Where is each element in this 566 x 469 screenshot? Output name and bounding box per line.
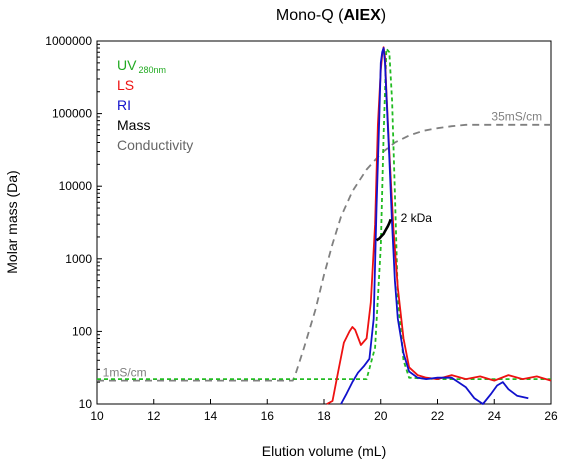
annotation-layer: 35mS/cm 1mS/cm 2 kDa <box>103 110 542 380</box>
ticks-layer: 10 12 14 16 18 20 22 24 26 10 100 1000 10000 100000 10… <box>45 34 558 423</box>
x-axis-title: Elution volume (mL) <box>262 443 387 459</box>
legend-item: UV 280nm <box>117 57 166 75</box>
legend-item: Conductivity <box>117 137 193 153</box>
legend-item: Mass <box>117 117 150 133</box>
x-tick-label: 26 <box>544 409 558 423</box>
legend-subscript: 280nm <box>138 65 166 75</box>
series-conductivity-line <box>97 123 551 382</box>
chart-title-bold: AIEX <box>343 7 381 24</box>
plot-frame <box>96 40 552 405</box>
y-tick-label: 10000 <box>59 179 93 193</box>
y-tick-label: 10 <box>79 397 93 411</box>
x-tick-label: 20 <box>374 409 388 423</box>
legend-layer: UV 280nm LS RI Mass Conductivity <box>117 57 193 153</box>
x-tick-label: 18 <box>317 409 331 423</box>
series-ls-line <box>326 46 552 405</box>
legend-label: UV <box>117 57 137 73</box>
chart-title-suffix: ) <box>381 7 386 24</box>
x-tick-label: 24 <box>488 409 502 423</box>
legend-label: Conductivity <box>117 137 193 153</box>
x-tick-label: 12 <box>147 409 161 423</box>
y-axis-title: Molar mass (Da) <box>4 170 20 273</box>
x-tick-label: 22 <box>431 409 445 423</box>
legend-label: RI <box>117 97 131 113</box>
legend-label: LS <box>117 77 134 93</box>
y-tick-label: 100000 <box>52 107 92 121</box>
series-layer <box>97 46 552 405</box>
y-tick-label: 1000000 <box>45 34 92 48</box>
series-mass-line <box>375 218 392 242</box>
y-tick-label: 100 <box>72 324 92 338</box>
x-tick-label: 14 <box>204 409 218 423</box>
annotation-label: 2 kDa <box>401 211 433 225</box>
x-tick-label: 16 <box>261 409 275 423</box>
annotation-label: 1mS/cm <box>103 365 147 379</box>
chart-title: Mono-Q (AIEX) <box>276 7 386 24</box>
legend-item: RI <box>117 97 131 113</box>
annotation-label: 35mS/cm <box>491 110 542 124</box>
y-tick-label: 1000 <box>65 252 92 266</box>
chart-title-prefix: Mono-Q ( <box>276 7 344 24</box>
x-tick-label: 10 <box>90 409 104 423</box>
legend-item: LS <box>117 77 134 93</box>
legend-label: Mass <box>117 117 150 133</box>
series-ri-line <box>340 47 529 405</box>
series-uv-280nm-line <box>97 47 551 381</box>
